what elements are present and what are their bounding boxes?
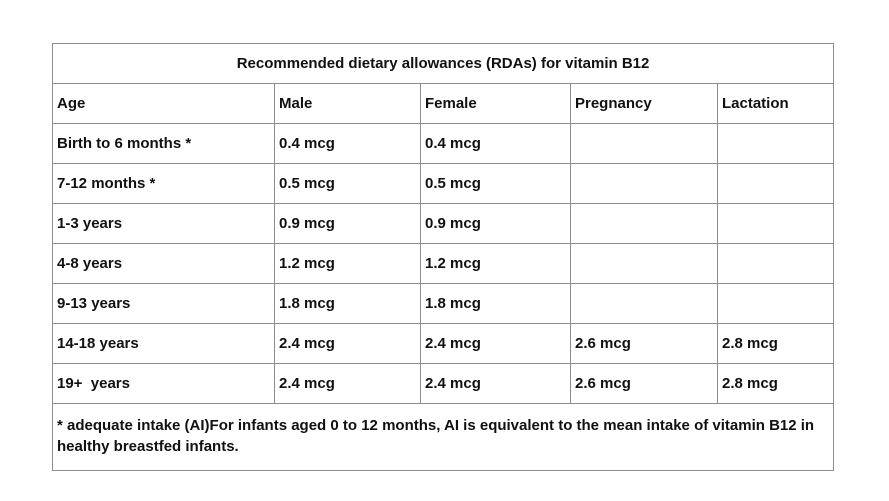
cell-pregnancy [570,243,718,284]
cell-lactation [716,203,835,244]
cell-age: 14-18 years [52,323,275,364]
cell-male: 0.4 mcg [274,123,421,164]
cell-female: 2.4 mcg [420,363,571,404]
cell-female: 0.4 mcg [420,123,571,164]
table-row-14-18-years: 14-18 years 2.4 mcg 2.4 mcg 2.6 mcg 2.8 … [52,323,835,364]
table-footnote-row: * adequate intake (AI)For infants aged 0… [51,403,835,471]
cell-lactation: 2.8 mcg [716,363,835,404]
cell-age: 4-8 years [52,243,275,284]
table-row-1-3-years: 1-3 years 0.9 mcg 0.9 mcg [52,203,835,244]
table-row-19-plus-years: 19+ years 2.4 mcg 2.4 mcg 2.6 mcg 2.8 mc… [52,363,835,404]
cell-male: 0.5 mcg [274,163,421,204]
column-header-female: Female [420,83,571,124]
table-row-4-8-years: 4-8 years 1.2 mcg 1.2 mcg [52,243,835,284]
cell-pregnancy: 2.6 mcg [570,363,718,404]
cell-age: 19+ years [52,363,275,404]
table-row-birth-to-6-months: Birth to 6 months * 0.4 mcg 0.4 mcg [52,123,835,164]
table-title-row: Recommended dietary allowances (RDAs) fo… [51,43,835,84]
table-row-9-13-years: 9-13 years 1.8 mcg 1.8 mcg [52,283,835,324]
cell-lactation [716,123,835,164]
cell-pregnancy [570,283,718,324]
cell-pregnancy: 2.6 mcg [570,323,718,364]
cell-lactation: 2.8 mcg [716,323,835,364]
table-header-row: Age Male Female Pregnancy Lactation [52,83,835,124]
table-row-7-12-months: 7-12 months * 0.5 mcg 0.5 mcg [52,163,835,204]
table-title: Recommended dietary allowances (RDAs) fo… [51,43,835,84]
cell-female: 1.2 mcg [420,243,571,284]
cell-age: Birth to 6 months * [52,123,275,164]
cell-lactation [716,243,835,284]
cell-age: 1-3 years [52,203,275,244]
cell-female: 0.9 mcg [420,203,571,244]
cell-male: 2.4 mcg [274,363,421,404]
cell-female: 2.4 mcg [420,323,571,364]
cell-age: 9-13 years [52,283,275,324]
table-footnote: * adequate intake (AI)For infants aged 0… [51,403,835,471]
cell-female: 0.5 mcg [420,163,571,204]
cell-lactation [716,163,835,204]
cell-male: 0.9 mcg [274,203,421,244]
cell-male: 2.4 mcg [274,323,421,364]
cell-male: 1.8 mcg [274,283,421,324]
rda-table: Recommended dietary allowances (RDAs) fo… [51,43,835,471]
cell-lactation [716,283,835,324]
column-header-lactation: Lactation [716,83,835,124]
column-header-pregnancy: Pregnancy [570,83,718,124]
cell-female: 1.8 mcg [420,283,571,324]
cell-pregnancy [570,203,718,244]
column-header-male: Male [274,83,421,124]
cell-pregnancy [570,123,718,164]
column-header-age: Age [52,83,275,124]
cell-male: 1.2 mcg [274,243,421,284]
cell-pregnancy [570,163,718,204]
cell-age: 7-12 months * [52,163,275,204]
